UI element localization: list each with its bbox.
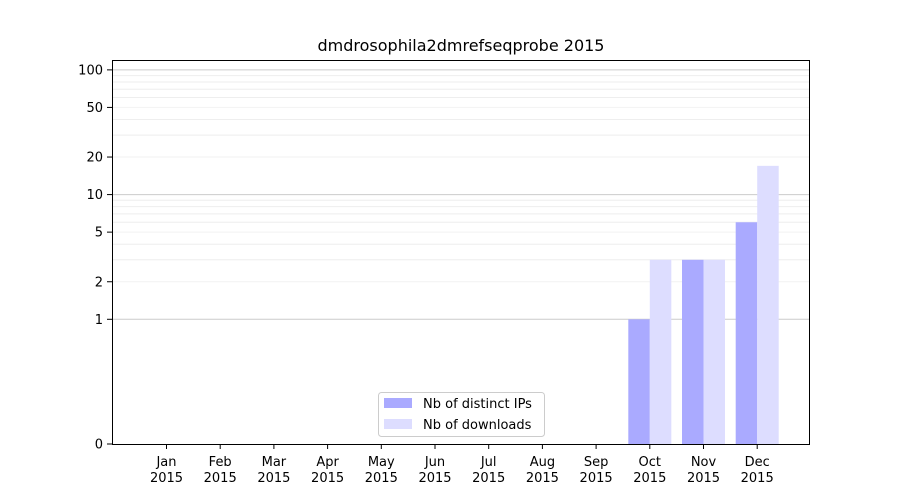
x-tick-label-year: 2015 (526, 471, 559, 486)
bar (735, 222, 758, 444)
x-tick-label-year: 2015 (257, 471, 290, 486)
x-tick-label-month: Jul (480, 455, 497, 470)
y-tick-label: 1 (95, 313, 103, 328)
y-tick-label: 5 (95, 226, 103, 241)
x-tick-label-year: 2015 (311, 471, 344, 486)
x-tick-label-year: 2015 (365, 471, 398, 486)
x-tick-label-month: Nov (691, 455, 717, 470)
y-tick-label: 0 (95, 438, 103, 453)
y-tick-label: 20 (86, 151, 103, 166)
x-tick-label-month: May (368, 455, 395, 470)
y-axis: 0 1 2 5 10 20 50 100 (78, 63, 112, 453)
bar (757, 165, 779, 444)
legend-label: Nb of distinct IPs (423, 397, 532, 412)
x-tick-label-month: Aug (530, 455, 555, 470)
x-tick-label-month: Apr (316, 455, 339, 470)
chart-title: dmdrosophila2dmrefseqprobe 2015 (318, 36, 605, 55)
y-tick-label: 50 (86, 101, 103, 116)
legend-label: Nb of downloads (423, 418, 532, 433)
bar (628, 319, 650, 444)
bar (649, 259, 672, 444)
y-tick-label: 2 (95, 275, 103, 290)
x-tick-label-year: 2015 (633, 471, 666, 486)
x-tick-label-year: 2015 (418, 471, 451, 486)
x-tick-label-month: Dec (745, 455, 770, 470)
x-tick-label-month: Sep (584, 455, 609, 470)
x-axis: Jan2015Feb2015Mar2015Apr2015May2015Jun20… (150, 444, 774, 486)
bar (682, 259, 704, 444)
x-tick-label-year: 2015 (204, 471, 237, 486)
legend-swatch (384, 419, 412, 429)
x-tick-label-year: 2015 (580, 471, 613, 486)
plot-area (112, 60, 810, 445)
y-tick-label: 10 (86, 188, 103, 203)
x-tick-label-month: Feb (209, 455, 232, 470)
x-tick-label-month: Mar (262, 455, 287, 470)
legend: Nb of distinct IPs Nb of downloads (378, 392, 545, 437)
x-tick-label-year: 2015 (472, 471, 505, 486)
x-tick-label-year: 2015 (150, 471, 183, 486)
y-tick-label: 100 (78, 63, 103, 78)
x-tick-label-year: 2015 (687, 471, 720, 486)
bar (703, 259, 725, 444)
x-tick-label-month: Jun (424, 455, 445, 470)
legend-box (378, 392, 545, 437)
bars (628, 165, 779, 444)
grid (112, 69, 809, 320)
x-tick-label-month: Jan (155, 455, 176, 470)
x-tick-label-year: 2015 (741, 471, 774, 486)
legend-swatch (384, 398, 412, 408)
x-tick-label-month: Oct (639, 455, 661, 470)
